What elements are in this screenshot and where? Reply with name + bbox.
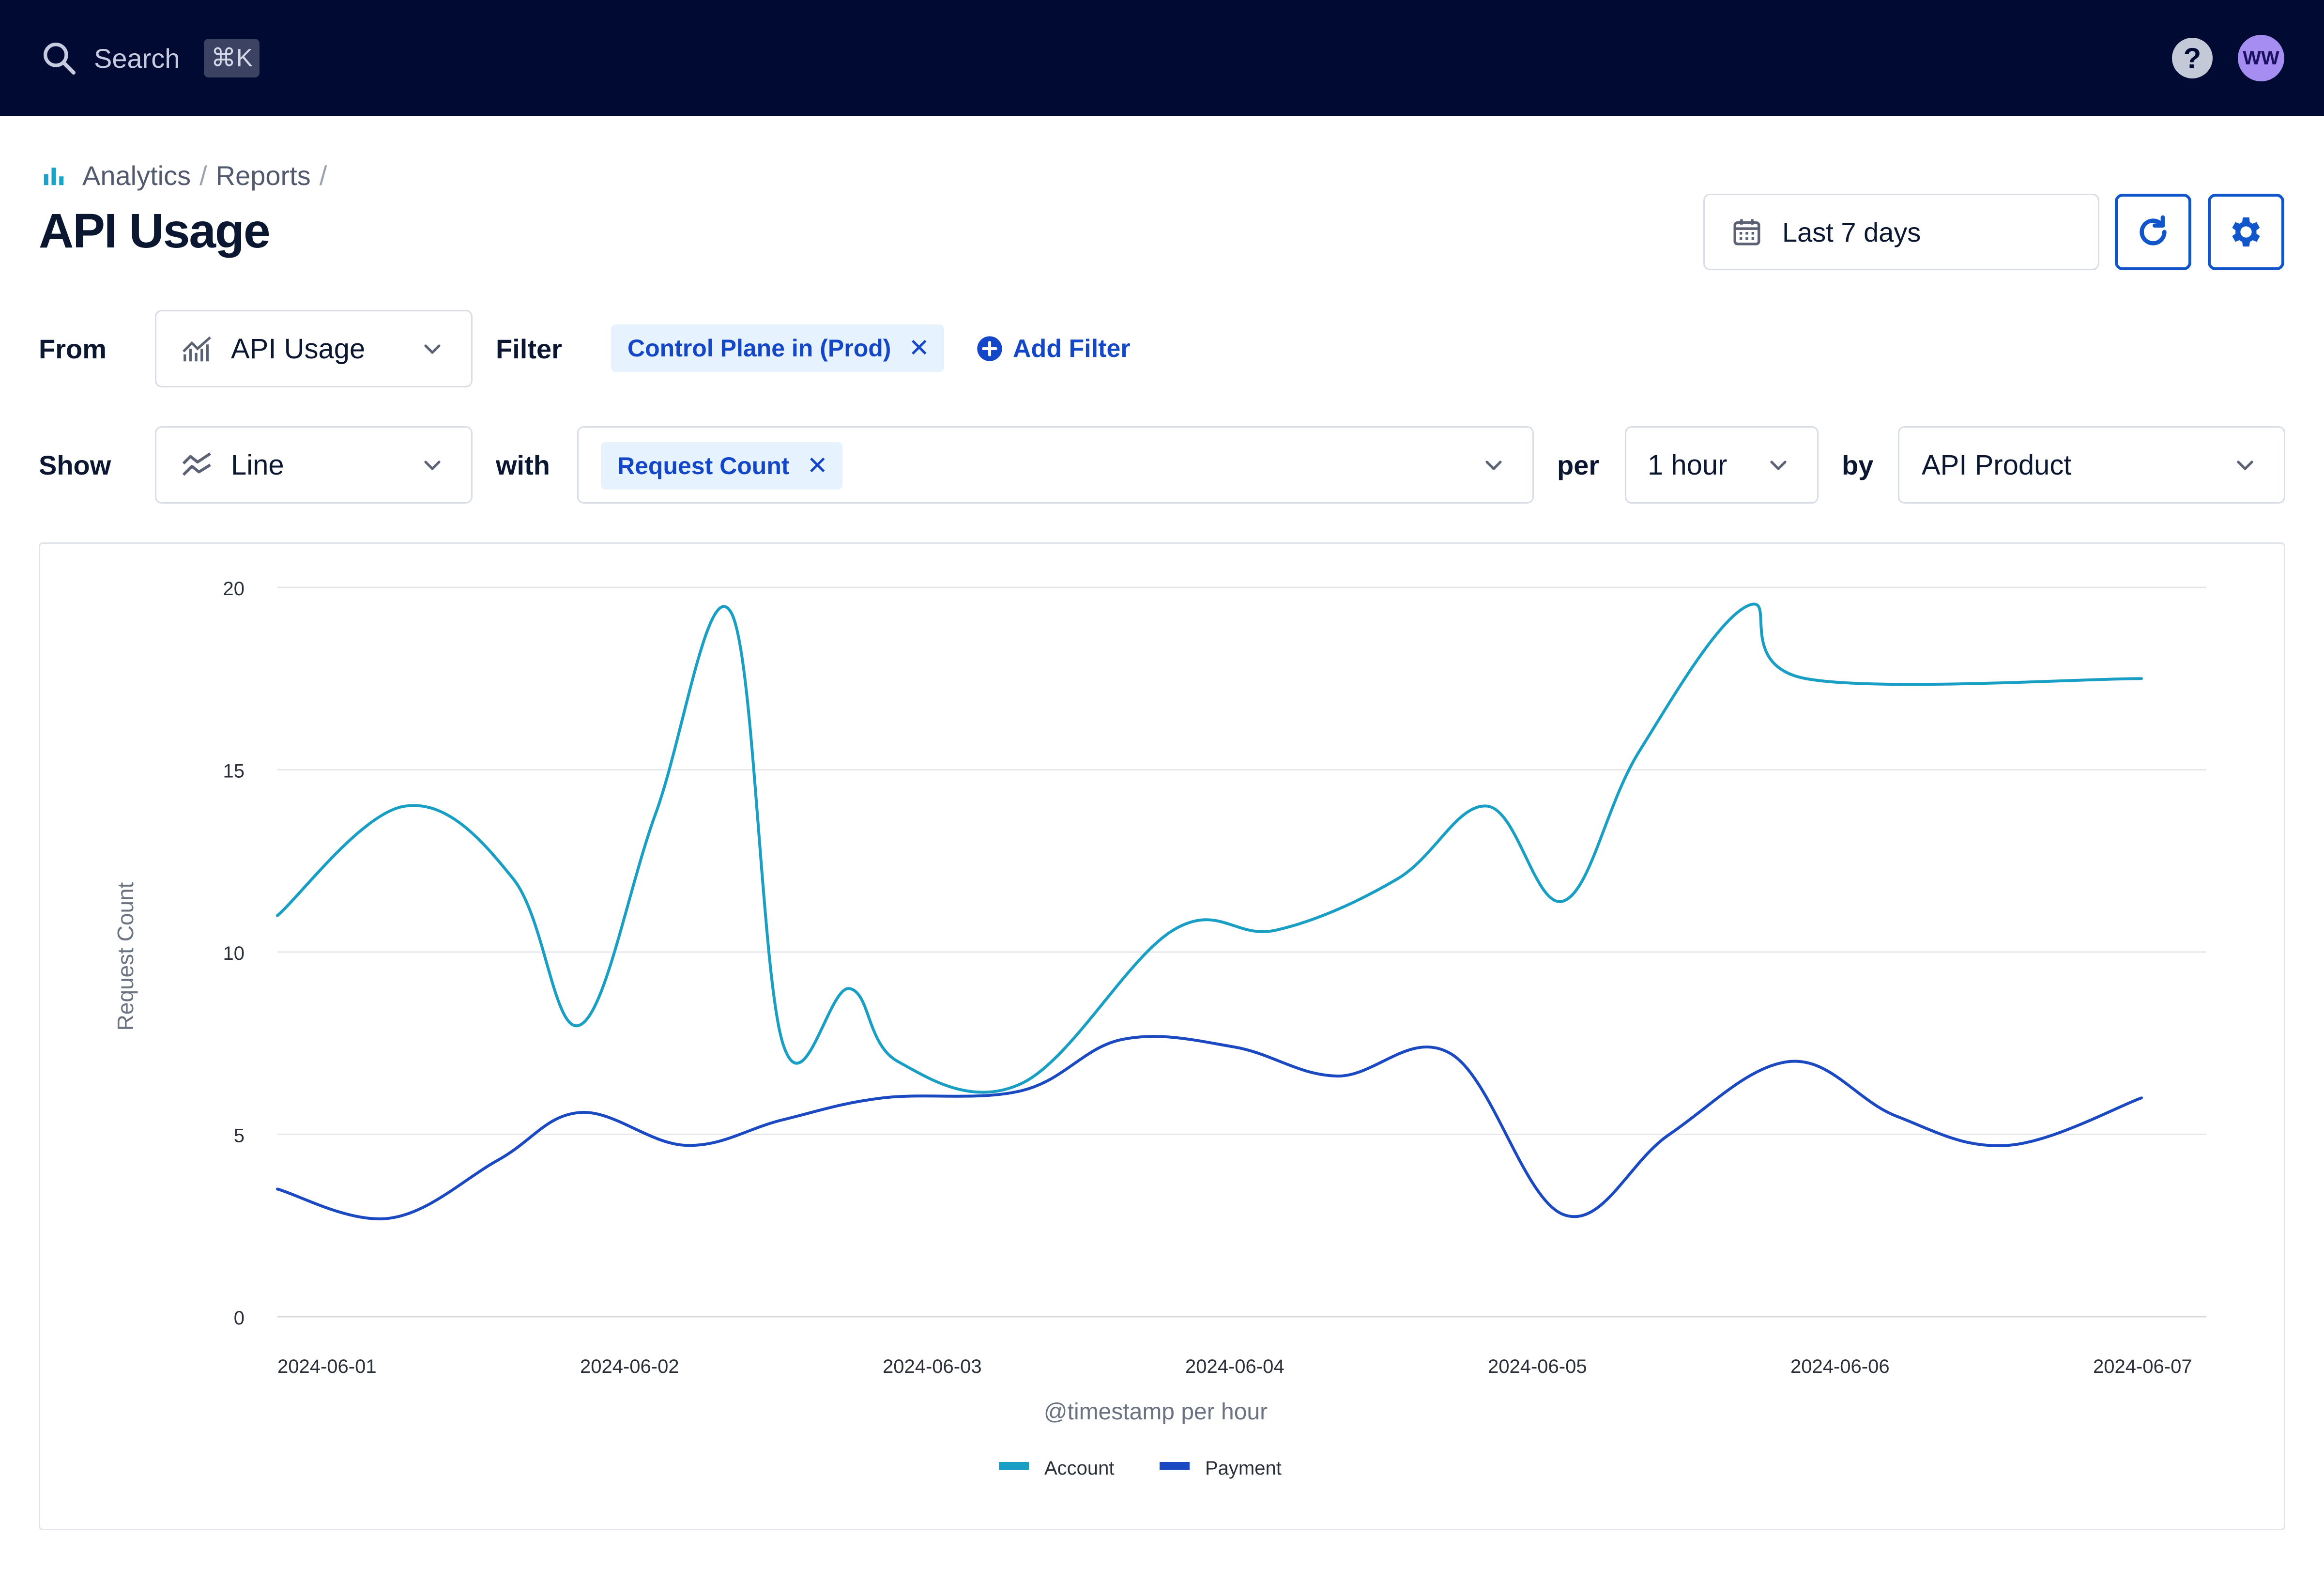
user-avatar[interactable]: WW (2238, 35, 2284, 81)
settings-button[interactable] (2208, 194, 2284, 270)
by-label: by (1842, 450, 1874, 480)
add-filter-label: Add Filter (1013, 335, 1131, 363)
search-shortcut-badge: ⌘K (204, 39, 260, 77)
group-by-value: API Product (1922, 449, 2072, 481)
help-button[interactable]: ? (2172, 38, 2213, 78)
filter-chip[interactable]: Control Plane in (Prod) ✕ (611, 324, 945, 372)
chevron-down-icon (2237, 461, 2253, 470)
breadcrumb-analytics[interactable]: Analytics (82, 160, 191, 191)
breadcrumb-reports[interactable]: Reports (215, 160, 311, 191)
chart-type-value: Line (231, 449, 284, 481)
line-chart-icon (182, 452, 211, 476)
metric-chip[interactable]: Request Count ✕ (601, 442, 843, 490)
legend-swatch (999, 1462, 1029, 1470)
chevron-down-icon (1770, 461, 1787, 470)
show-label: Show (39, 450, 111, 480)
search-icon (44, 43, 76, 75)
metric-chip-label: Request Count (617, 452, 790, 479)
x-tick-label: 2024-06-06 (1790, 1356, 1890, 1377)
x-tick-label: 2024-06-04 (1185, 1356, 1284, 1377)
chevron-down-icon (1485, 461, 1502, 470)
date-range-label: Last 7 days (1782, 216, 1921, 247)
x-tick-label: 2024-06-07 (2093, 1356, 2192, 1377)
y-tick-label: 20 (223, 578, 245, 600)
top-bar: Search ⌘K ? WW (0, 0, 2324, 116)
page-title: API Usage (39, 204, 271, 258)
legend-label: Payment (1205, 1458, 1282, 1479)
filter-label: Filter (496, 334, 562, 364)
interval-select[interactable]: 1 hour (1625, 426, 1819, 504)
breadcrumb: Analytics / Reports / (41, 156, 336, 195)
metric-select[interactable]: Request Count ✕ (577, 426, 1534, 504)
source-select-value: API Usage (231, 333, 366, 365)
group-by-select[interactable]: API Product (1898, 426, 2285, 504)
breadcrumb-separator: / (199, 160, 207, 191)
chart-card: 0 5 10 15 20 2024-06-01 2024-06-02 2024-06-03 20… (39, 542, 2285, 1530)
chevron-down-icon (424, 344, 441, 354)
series-line-account (276, 602, 2143, 1094)
search-label: Search (94, 43, 180, 74)
x-tick-label: 2024-06-05 (1488, 1356, 1587, 1377)
x-tick-label: 2024-06-02 (580, 1356, 679, 1377)
x-tick-label: 2024-06-01 (277, 1356, 377, 1377)
y-axis-title: Request Count (113, 882, 138, 1031)
line-chart[interactable]: 0 5 10 15 20 2024-06-01 2024-06-02 2024-06-03 20… (40, 544, 2287, 1532)
y-tick-label: 15 (223, 761, 245, 782)
add-filter-button[interactable]: Add Filter (976, 329, 1131, 368)
chart-type-select[interactable]: Line (155, 426, 473, 504)
legend-label: Account (1044, 1458, 1115, 1479)
date-range-picker[interactable]: Last 7 days (1703, 194, 2099, 270)
remove-filter-icon[interactable]: ✕ (908, 334, 930, 362)
search-trigger[interactable]: Search ⌘K (40, 36, 260, 80)
filter-chip-label: Control Plane in (Prod) (627, 335, 891, 362)
interval-value: 1 hour (1648, 449, 1728, 481)
series-line-payment (276, 1035, 2143, 1220)
source-select[interactable]: API Usage (155, 310, 473, 387)
calendar-icon (1733, 219, 1760, 246)
breadcrumb-separator: / (319, 160, 327, 191)
legend-swatch (1160, 1462, 1190, 1470)
gear-icon (2232, 217, 2260, 246)
per-label: per (1557, 450, 1600, 480)
refresh-button[interactable] (2115, 194, 2191, 270)
from-label: From (39, 334, 107, 364)
x-tick-label: 2024-06-03 (883, 1356, 982, 1377)
with-label: with (496, 450, 550, 480)
area-chart-icon (182, 336, 211, 362)
remove-metric-icon[interactable]: ✕ (807, 452, 828, 480)
y-tick-label: 5 (234, 1125, 245, 1147)
bar-chart-icon (44, 168, 64, 185)
y-tick-label: 0 (234, 1308, 245, 1329)
chevron-down-icon (424, 461, 441, 470)
refresh-icon (2140, 215, 2167, 246)
x-axis-title: @timestamp per hour (1044, 1399, 1268, 1425)
plus-circle-icon (977, 336, 1002, 361)
y-tick-label: 10 (223, 943, 245, 964)
